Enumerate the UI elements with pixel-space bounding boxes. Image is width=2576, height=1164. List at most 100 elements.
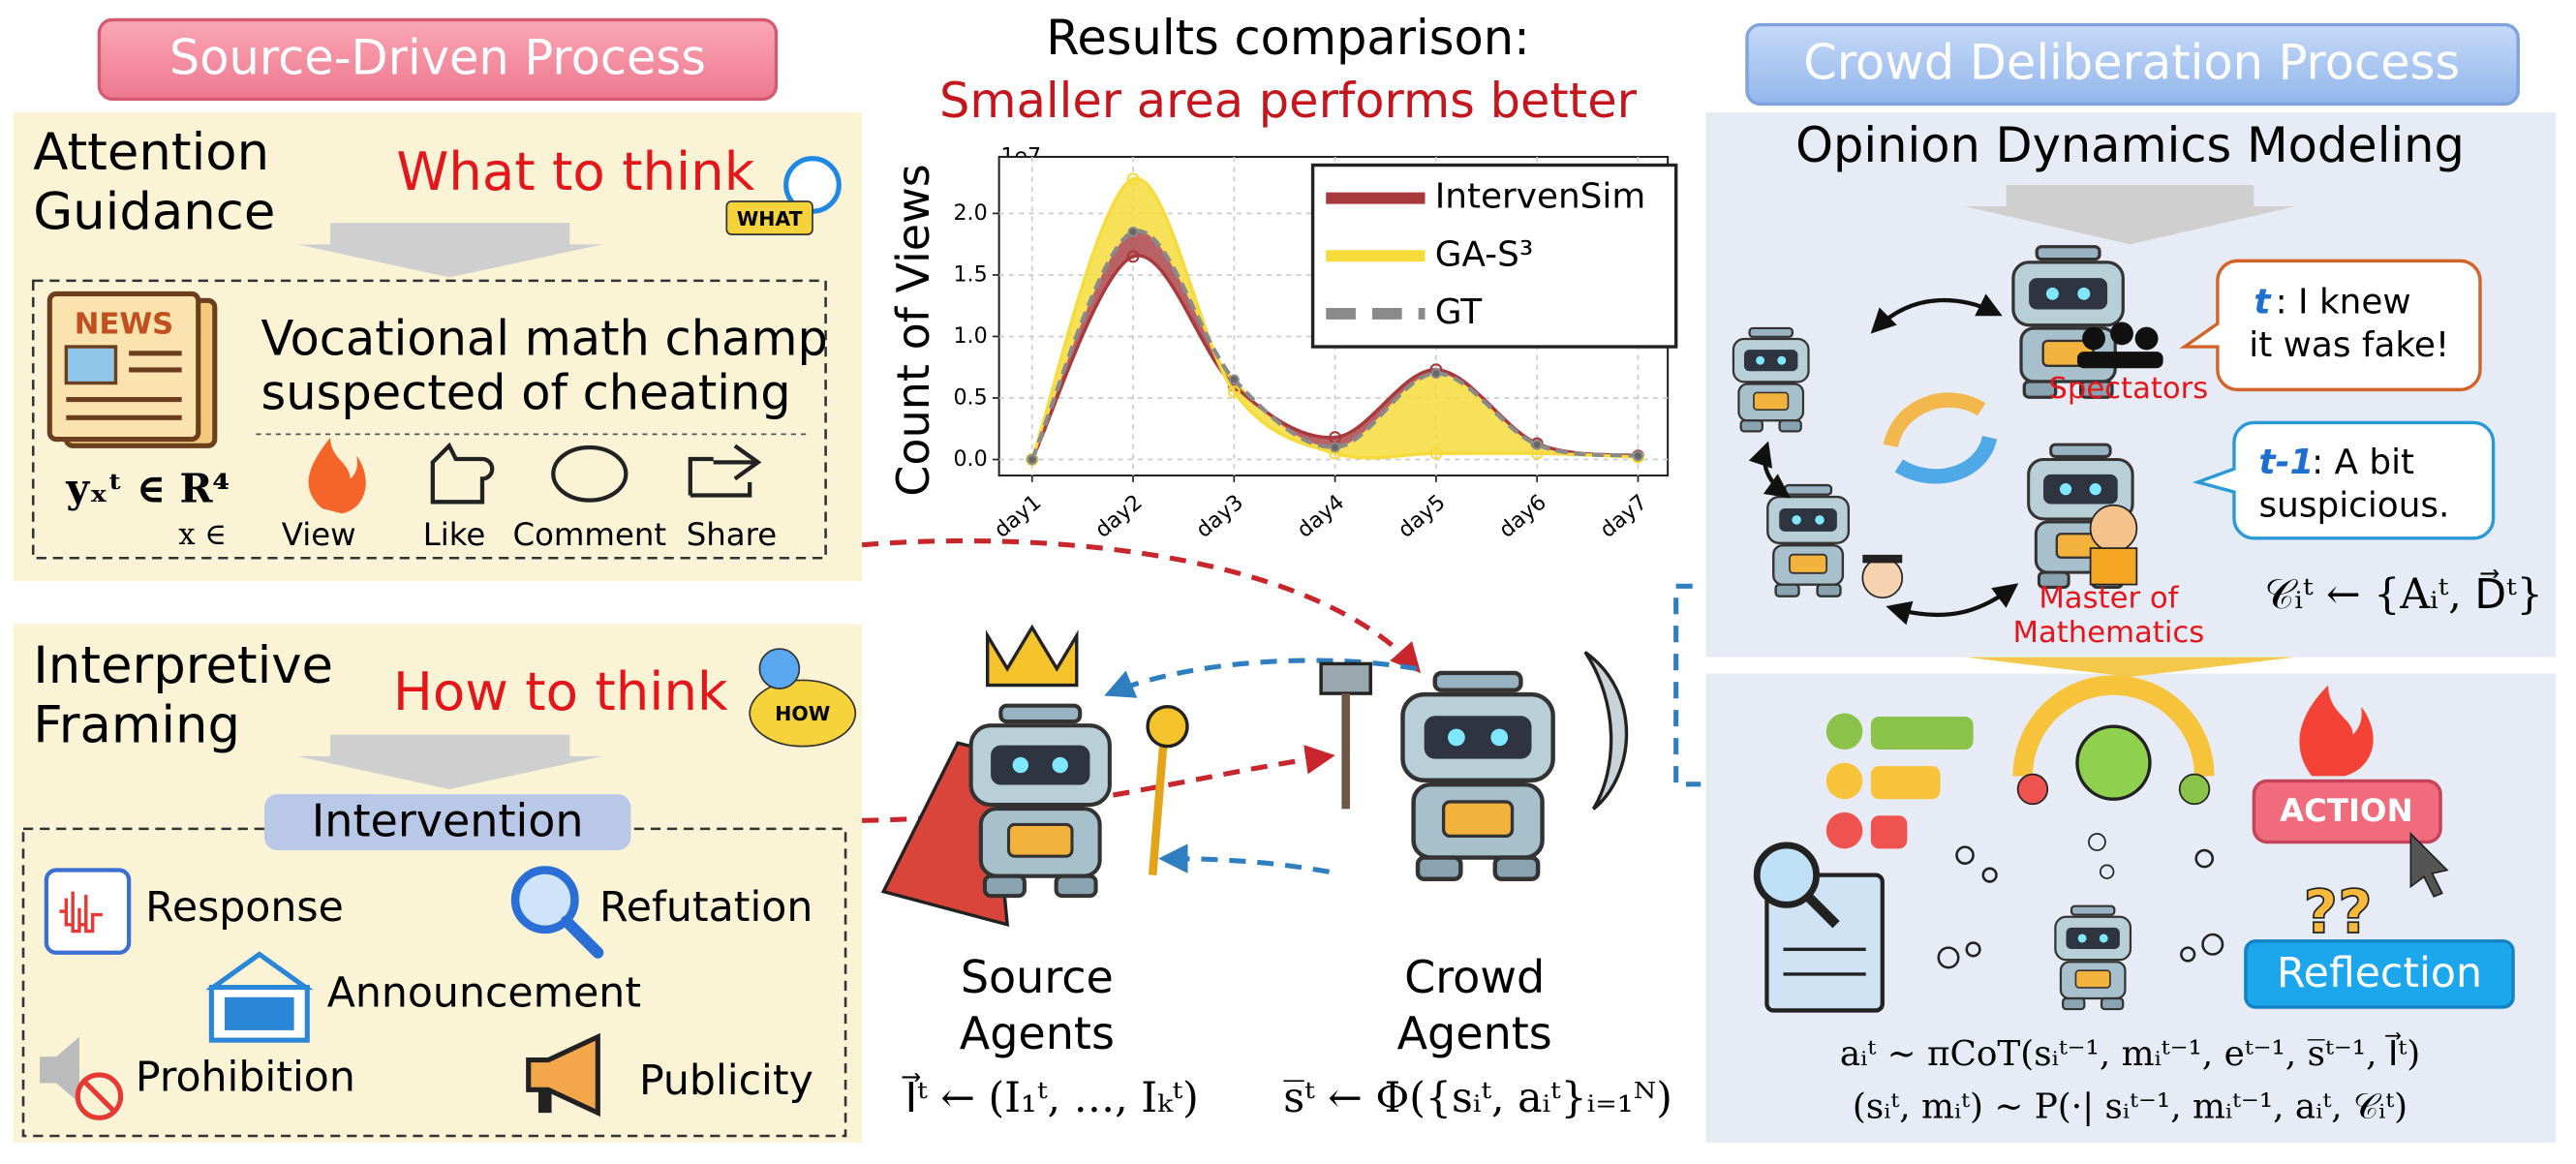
badge-text: HOW [775,702,830,725]
source-robot-part [971,706,1110,896]
crowd-robot-small [1765,483,1851,598]
agent-label: Source [961,951,1114,1003]
metric-label: Like [423,516,486,553]
prohibition-icon [40,1036,124,1120]
emotion-icons-part [1825,713,1863,750]
bubble-text: : A bit [2312,443,2414,482]
master-icon [2089,504,2138,586]
section-subtitle: How to think [393,660,728,722]
data-point [1632,450,1643,462]
document-icon-part [1764,873,1885,1013]
role-label: Master of [2039,581,2179,615]
cycle-arrow [1894,435,1998,484]
series-line [1029,229,1639,461]
agent-label: Agents [1397,1007,1552,1059]
x-tick-label: day2 [1090,490,1148,543]
response-icon-part [44,868,132,955]
crowd-robot-part [1402,673,1552,879]
news-icon: NEWS [46,291,218,448]
section-title: Attention [33,123,269,182]
x-tick-label: day3 [1191,490,1248,543]
master-icon-part [2089,547,2138,586]
interaction-arrow [1870,293,2003,334]
refutation-icon-part [510,866,579,934]
student-icon [1861,554,1904,599]
reflection-label: Reflection [2277,949,2482,997]
publicity-icon [526,1032,600,1118]
question-icon: ?? [2304,878,2373,947]
intervention-pill [263,794,631,851]
section-title: Framing [33,696,240,755]
formula: 𝒞ᵢᵗ ← {Aᵢᵗ, D⃗ᵗ} [2264,568,2542,619]
formula: x ∈ [178,518,227,552]
news-label: NEWS [75,307,174,341]
how-badge-part [749,679,857,748]
section-subtitle: What to think [396,140,754,202]
item-label: Prohibition [136,1054,355,1102]
emotion-icons-part [1825,762,1863,800]
role-label: Spectators [2048,372,2208,406]
x-tick-label: day6 [1494,490,1551,543]
prohibition-icon-part [40,1036,79,1103]
metric-label: Share [687,516,777,553]
x-tick-label: day1 [990,490,1047,543]
interaction-arrow [1748,441,1792,499]
formula: aᵢᵗ ~ πCoT(sᵢᵗ⁻¹, mᵢᵗ⁻¹, eᵗ⁻¹, s̅ᵗ⁻¹, I⃗… [1840,1032,2420,1075]
crowd-robot-part [1583,651,1629,811]
x-tick-label: day4 [1292,490,1349,543]
fire-icon [308,437,366,514]
thought-dots-part [2194,848,2215,869]
speech-bubble-part [2192,420,2496,540]
document-icon-part [1753,842,1820,908]
headline: Vocational math champ [261,310,828,366]
agent-label: Agents [960,1007,1115,1059]
how-badge: HOW [749,648,857,748]
role-label: Mathematics [2013,616,2205,650]
cycle-arrow [1883,392,1986,448]
gauge-part [2099,864,2115,879]
flow-arrow [1157,843,1331,874]
item-label: Response [145,883,344,932]
title-pill [97,17,779,102]
bubble-text: it was fake! [2249,325,2449,365]
series-line [1030,177,1639,461]
crowd-robot-small [2054,904,2132,1011]
item-label: Announcement [327,969,641,1018]
section-title: Interpretive [33,636,333,695]
response-icon-part [59,891,103,934]
data-point [1228,374,1240,385]
down-arrow [297,223,603,278]
legend-label: GA-S³ [1435,234,1533,274]
chart-subtitle: Smaller area performs better [939,73,1638,129]
speech-bubble-part [2179,259,2482,392]
flow-arrow [1104,658,1418,698]
data-point [1027,454,1038,465]
response-icon [44,868,132,955]
flow-arrow [861,537,1422,674]
legend-label: GT [1435,292,1482,332]
bubble-tag: t-1 [2259,443,2315,482]
y-tick-label: 0.5 [953,384,987,410]
data-point [1227,385,1241,399]
announcement-icon-part [225,996,294,1030]
student-icon-part [1862,554,1903,564]
y-axis-label: Count of Views [887,164,939,496]
bubble-text: : I knew [2276,283,2411,322]
what-badge: WHAT [725,156,842,235]
emotion-icons-part [1870,766,1941,800]
master-icon-part [2089,504,2138,553]
thought-dots-part [1937,946,1960,969]
source-robot-part [985,624,1079,688]
reflection-button [2244,939,2515,1009]
comment-icon [551,444,629,503]
refutation-icon-part [560,915,604,959]
left-panel: Source-Driven Process Attention Guidance… [13,17,863,1143]
metric-label: View [282,516,356,553]
right-panel: Crowd Deliberation Process Opinion Dynam… [1705,22,2557,1143]
data-point [1531,439,1543,450]
down-arrow [1965,184,2296,245]
source-robot-part [1146,705,1189,749]
publicity-icon-part [526,1032,600,1118]
flow-arrow [862,745,1335,823]
data-point [1430,368,1442,380]
